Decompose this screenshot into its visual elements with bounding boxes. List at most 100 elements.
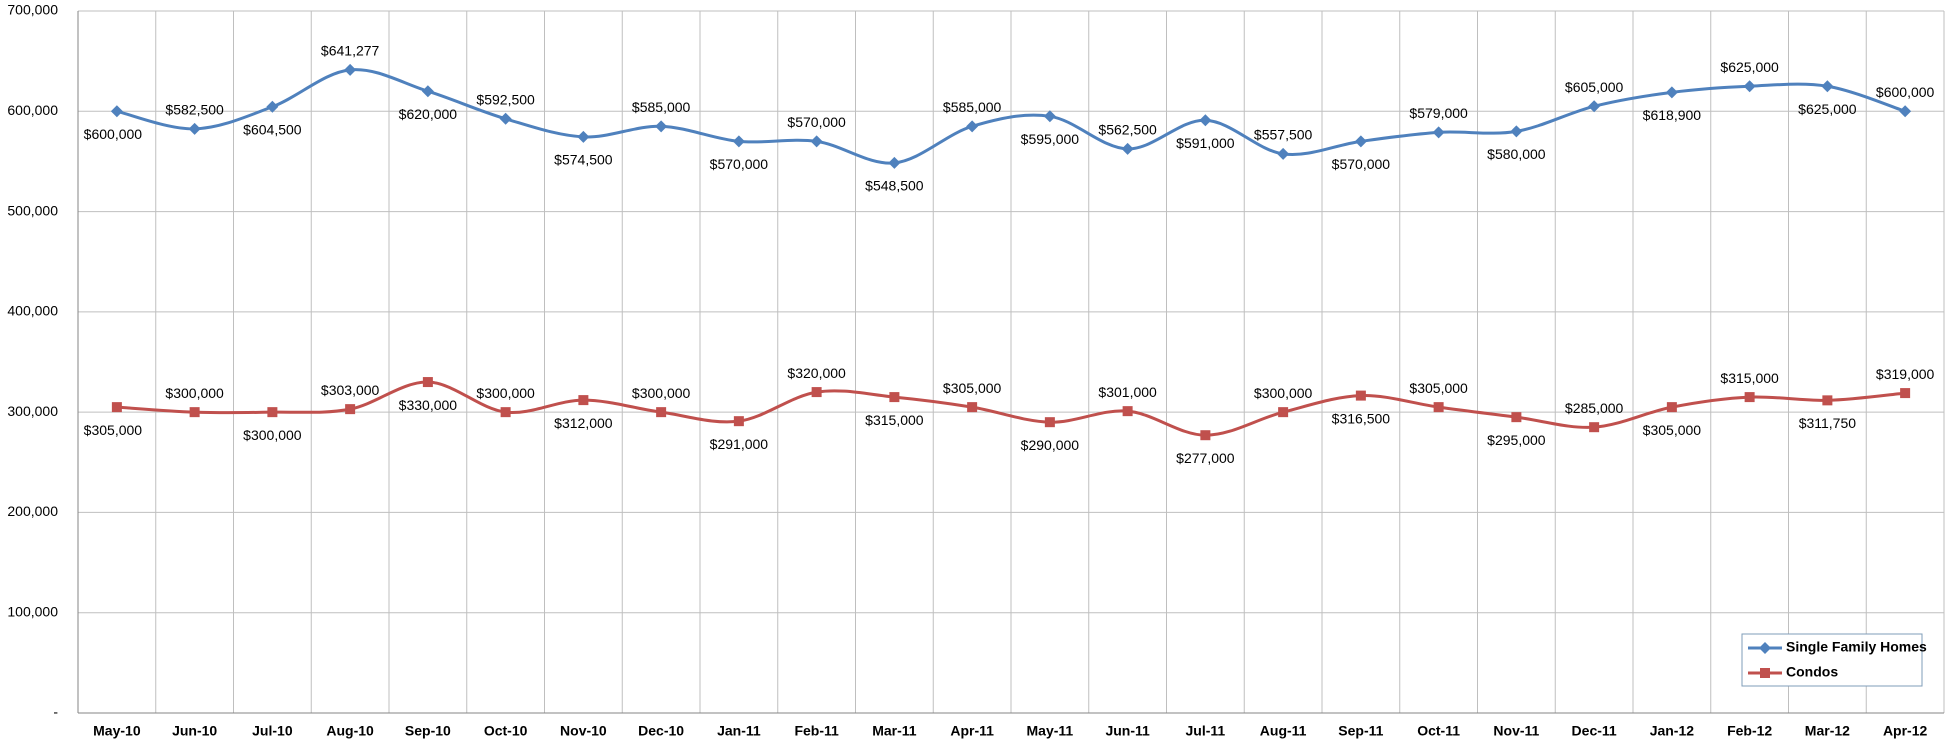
marker <box>1122 406 1133 417</box>
x-tick-label: Feb-11 <box>794 723 839 739</box>
data-label: $291,000 <box>710 436 769 452</box>
marker <box>1666 402 1677 413</box>
y-tick-label: 700,000 <box>7 2 58 18</box>
marker <box>656 407 667 418</box>
marker <box>733 416 744 427</box>
x-tick-label: Nov-11 <box>1493 723 1539 739</box>
marker <box>422 377 433 388</box>
data-label: $592,500 <box>476 92 535 108</box>
marker <box>1043 110 1056 123</box>
data-label: $285,000 <box>1565 400 1624 416</box>
data-label: $625,000 <box>1720 59 1779 75</box>
data-label: $574,500 <box>554 152 613 168</box>
x-tick-label: Oct-10 <box>484 723 528 739</box>
marker <box>421 85 434 98</box>
x-tick-label: Dec-11 <box>1572 723 1617 739</box>
marker <box>266 100 279 113</box>
data-label: $312,000 <box>554 415 613 431</box>
data-label: $618,900 <box>1643 107 1702 123</box>
data-label: $641,277 <box>321 43 380 59</box>
data-label: $600,000 <box>84 126 143 142</box>
data-label: $548,500 <box>865 178 924 194</box>
y-tick-label: 400,000 <box>7 303 58 319</box>
data-label: $595,000 <box>1021 131 1080 147</box>
marker <box>810 135 823 148</box>
x-tick-label: Dec-10 <box>638 723 684 739</box>
data-label: $277,000 <box>1176 450 1235 466</box>
data-label: $300,000 <box>243 427 302 443</box>
y-tick-label: 300,000 <box>7 403 58 419</box>
legend-label: Condos <box>1786 664 1838 680</box>
marker <box>1743 80 1756 93</box>
marker <box>110 105 123 118</box>
data-label: $315,000 <box>865 412 924 428</box>
y-tick-label: - <box>53 704 58 720</box>
legend-label: Single Family Homes <box>1786 639 1927 655</box>
marker <box>889 392 900 403</box>
x-tick-label: Apr-11 <box>950 723 994 739</box>
marker <box>267 407 278 418</box>
data-label: $320,000 <box>787 365 846 381</box>
data-label: $305,000 <box>1409 380 1468 396</box>
marker <box>189 407 200 418</box>
data-label: $303,000 <box>321 382 380 398</box>
marker <box>1511 412 1522 423</box>
y-tick-label: 100,000 <box>7 603 58 619</box>
marker <box>1044 417 1055 428</box>
marker <box>188 122 201 135</box>
x-tick-label: Jun-11 <box>1105 723 1150 739</box>
marker <box>1355 390 1366 401</box>
marker <box>888 156 901 169</box>
marker <box>1665 86 1678 99</box>
data-label: $570,000 <box>787 114 846 130</box>
marker <box>577 130 590 143</box>
x-tick-label: Nov-10 <box>560 723 607 739</box>
data-label: $305,000 <box>1643 422 1702 438</box>
data-label: $585,000 <box>632 99 691 115</box>
marker <box>1510 125 1523 138</box>
marker <box>1589 422 1600 433</box>
marker <box>1354 135 1367 148</box>
marker <box>1121 142 1134 155</box>
marker <box>1899 105 1912 118</box>
x-tick-label: Jul-10 <box>252 723 293 739</box>
marker <box>732 135 745 148</box>
data-label: $580,000 <box>1487 146 1546 162</box>
marker <box>1432 126 1445 139</box>
y-tick-label: 500,000 <box>7 202 58 218</box>
data-label: $570,000 <box>710 156 769 172</box>
data-label: $295,000 <box>1487 432 1546 448</box>
data-label: $316,500 <box>1332 410 1391 426</box>
marker <box>967 402 978 413</box>
data-label: $301,000 <box>1098 384 1157 400</box>
x-tick-label: Mar-11 <box>872 723 917 739</box>
marker <box>1199 114 1212 127</box>
x-tick-label: Jan-11 <box>717 723 761 739</box>
data-label: $300,000 <box>165 385 224 401</box>
data-label: $315,000 <box>1720 370 1779 386</box>
x-tick-label: Apr-12 <box>1883 723 1928 739</box>
data-label: $305,000 <box>943 380 1002 396</box>
y-tick-label: 600,000 <box>7 102 58 118</box>
marker <box>811 387 822 398</box>
x-tick-label: May-11 <box>1027 723 1074 739</box>
data-label: $562,500 <box>1098 122 1157 138</box>
marker <box>1588 100 1601 113</box>
marker <box>578 395 589 406</box>
data-label: $319,000 <box>1876 366 1935 382</box>
marker <box>655 120 668 133</box>
x-tick-label: Jun-10 <box>172 723 217 739</box>
data-label: $600,000 <box>1876 84 1935 100</box>
x-tick-label: Sep-10 <box>405 723 451 739</box>
data-label: $300,000 <box>1254 385 1313 401</box>
data-label: $585,000 <box>943 99 1002 115</box>
marker <box>1277 147 1290 160</box>
marker <box>499 112 512 125</box>
data-label: $300,000 <box>476 385 535 401</box>
data-label: $570,000 <box>1332 156 1391 172</box>
legend-box <box>1741 633 1923 687</box>
marker <box>500 407 511 418</box>
data-label: $305,000 <box>84 422 143 438</box>
x-tick-label: Feb-12 <box>1727 723 1772 739</box>
